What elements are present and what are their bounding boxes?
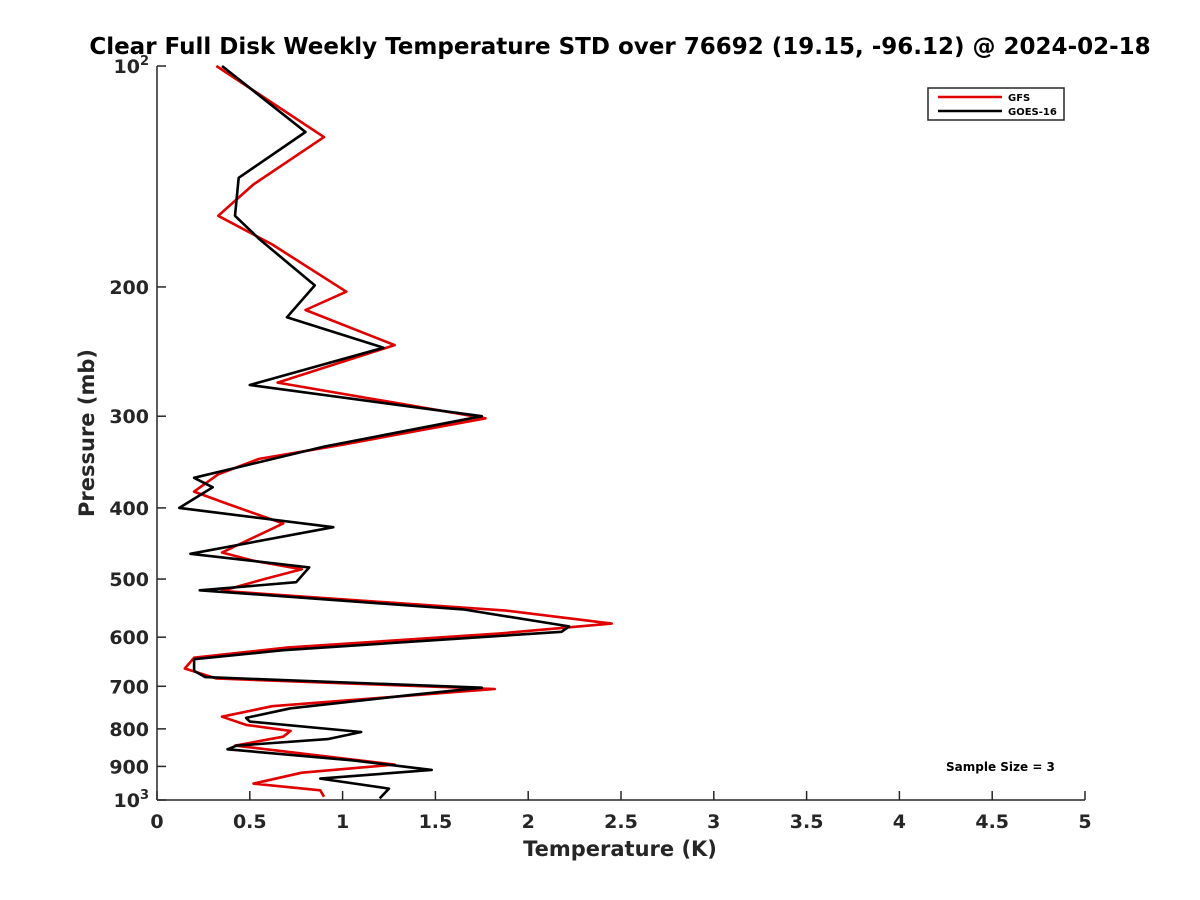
- x-tick-label: 0: [150, 811, 163, 833]
- x-axis-label: Temperature (K): [523, 837, 717, 861]
- x-tick-label: 1: [336, 811, 349, 833]
- x-tick-label: 5: [1078, 811, 1091, 833]
- x-tick-label: 2.5: [604, 811, 638, 833]
- chart-title: Clear Full Disk Weekly Temperature STD o…: [89, 34, 1150, 60]
- x-tick-label: 1.5: [419, 811, 453, 833]
- y-tick-label: 600: [109, 627, 149, 649]
- y-tick-label: 102: [114, 54, 150, 78]
- sample-size-annotation: Sample Size = 3: [946, 760, 1055, 774]
- y-ticks: 102 200 300 400 500 600 700 800 900 103: [109, 54, 166, 812]
- y-tick-label: 300: [109, 406, 149, 428]
- y-tick-label: 200: [109, 277, 149, 299]
- legend-label-goes-16: GOES-16: [1008, 107, 1057, 118]
- plot-area: 0 0.5 1 1.5 2 2.5 3 3.5 4 4.5 5 102 200 300 400 500 600…: [109, 54, 1091, 833]
- x-tick-label: 2: [522, 811, 535, 833]
- series-line-gfs: [183, 64, 614, 798]
- x-ticks: 0 0.5 1 1.5 2 2.5 3 3.5 4 4.5 5: [150, 791, 1092, 833]
- x-tick-label: 3.5: [790, 811, 824, 833]
- legend-label-gfs: GFS: [1008, 93, 1030, 104]
- y-tick-label: 800: [109, 719, 149, 741]
- legend-box: [927, 87, 1065, 121]
- x-tick-label: 3: [707, 811, 720, 833]
- y-tick-label: 500: [109, 569, 149, 591]
- y-tick-label: 400: [109, 498, 149, 520]
- x-tick-label: 0.5: [233, 811, 267, 833]
- series-line-goes-16: [178, 64, 571, 800]
- y-axis-label: Pressure (mb): [75, 349, 99, 517]
- y-tick-label: 103: [114, 788, 150, 812]
- x-tick-label: 4: [893, 811, 906, 833]
- series-lines: [178, 64, 614, 800]
- y-tick-label: 900: [109, 756, 149, 778]
- y-tick-label: 700: [109, 676, 149, 698]
- legend: GFS GOES-16: [927, 87, 1065, 121]
- x-tick-label: 4.5: [975, 811, 1009, 833]
